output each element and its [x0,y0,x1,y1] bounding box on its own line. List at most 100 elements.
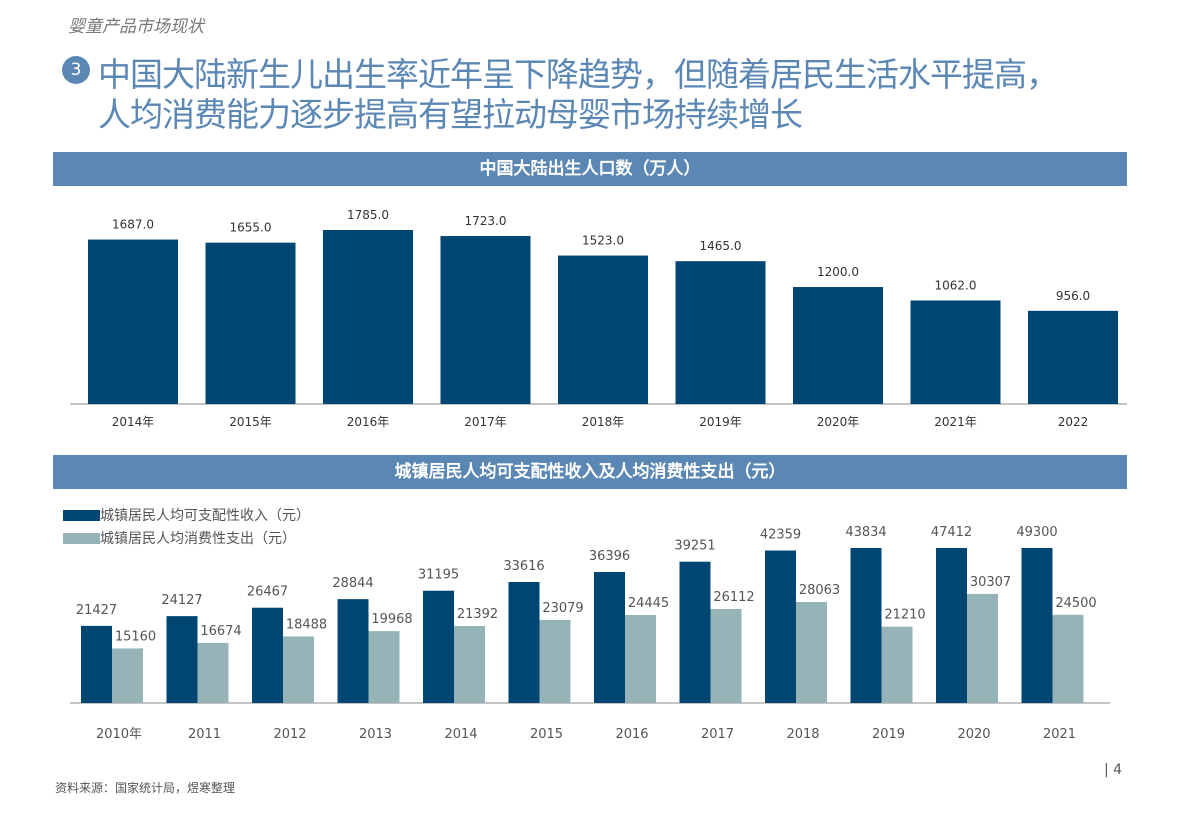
data-label: 1655.0 [230,221,272,235]
bar-income [594,571,625,703]
x-tick-label: 2019年 [699,415,742,429]
bar-income [423,590,454,703]
x-tick-label: 2019 [872,727,905,742]
x-tick-label: 2015 [530,727,563,742]
data-label: 24500 [1055,596,1096,611]
chart2-title: 城镇居民人均可支配性收入及人均消费性支出（元） [53,455,1127,489]
data-label: 23079 [542,601,583,616]
data-label: 30307 [970,575,1011,590]
x-tick-label: 2018 [786,727,819,742]
data-label: 19968 [371,612,412,627]
bar-births [323,230,413,404]
bar-income [81,625,112,703]
data-label: 42359 [760,528,801,543]
chart1-title: 中国大陆出生人口数（万人） [53,152,1127,186]
legend-swatch [63,509,100,521]
data-label: 39251 [674,539,715,554]
data-label: 1523.0 [582,234,624,248]
x-tick-label: 2017年 [464,415,507,429]
data-label: 26112 [713,590,754,605]
legend-label: 城镇居民人均消费性支出（元） [100,531,296,547]
x-tick-label: 2020年 [817,415,860,429]
section-title: 婴童产品市场现状 [68,17,204,37]
slide-title-line2: 人均消费能力逐步提高有望拉动母婴市场持续增长 [98,95,803,134]
bar-income [508,581,540,703]
x-tick-label: 2021 [1043,727,1076,742]
data-label: 956.0 [1056,289,1090,303]
bar-births [1028,310,1118,404]
x-tick-label: 2017 [701,727,734,742]
x-tick-label: 2018年 [582,415,625,429]
section-number-badge: 3 [62,56,90,84]
data-label: 24127 [161,593,202,608]
bar-expense [539,619,571,703]
x-tick-label: 2010年 [96,727,142,742]
legend-label: 城镇居民人均可支配性收入（元） [100,508,310,524]
x-tick-label: 2013 [359,727,392,742]
bar-expense [796,601,827,703]
data-label: 28063 [799,583,840,598]
data-label: 1687.0 [112,218,154,232]
x-tick-label: 2021年 [934,415,977,429]
bar-expense [368,631,400,703]
bar-income [850,548,882,703]
source-note: 资料来源：国家统计局，煜寒整理 [55,781,236,795]
x-tick-label: 2022 [1058,415,1089,429]
data-label: 24445 [628,596,669,611]
bar-births [205,242,296,404]
data-label: 36396 [589,549,630,564]
data-label: 16674 [200,624,241,639]
legend-item-income: 城镇居民人均可支配性收入（元） [63,505,310,525]
legend-item-expense: 城镇居民人均消费性支出（元） [63,528,296,548]
bar-births [910,300,1001,404]
data-label: 33616 [503,559,544,574]
data-label: 21427 [76,603,117,618]
bar-expense [283,636,314,703]
bar-births [88,239,178,404]
page-number: | 4 [1104,762,1123,778]
bar-expense [112,648,143,703]
legend-swatch [63,532,100,544]
x-tick-label: 2016 [615,727,648,742]
data-label: 1723.0 [465,214,507,228]
bar-income [252,607,283,703]
data-label: 1465.0 [700,239,742,253]
bar-expense [1052,614,1084,703]
bar-expense [454,625,485,703]
bar-births [440,236,531,404]
x-tick-label: 2016年 [347,415,390,429]
data-label: 15160 [115,629,156,644]
x-tick-label: 2015年 [229,415,272,429]
bar-expense [197,642,229,703]
x-tick-label: 2014年 [112,415,155,429]
data-label: 1200.0 [817,265,859,279]
bar-income [936,548,967,703]
data-label: 49300 [1016,525,1057,540]
bar-expense [881,626,913,703]
bar-births [675,261,766,404]
data-label: 31195 [418,568,459,583]
bar-income [166,616,198,703]
x-tick-label: 2011 [188,727,221,742]
data-label: 1062.0 [935,278,977,292]
bar-income [679,561,711,703]
bar-income [765,550,796,703]
x-tick-label: 2012 [273,727,306,742]
x-tick-label: 2014 [444,727,477,742]
slide-title-line1: 中国大陆新生儿出生率近年呈下降趋势，但随着居民生活水平提高， [98,55,1059,94]
data-label: 43834 [845,525,886,540]
data-label: 47412 [931,525,972,540]
bar-births [558,255,648,404]
data-label: 28844 [332,576,373,591]
x-tick-label: 2020 [957,727,990,742]
data-label: 21392 [457,607,498,622]
bar-births [793,287,883,404]
bar-expense [710,608,742,703]
bar-income [1021,548,1053,703]
data-label: 1785.0 [347,208,389,222]
data-label: 18488 [286,617,327,632]
bar-expense [967,593,998,703]
data-label: 21210 [884,608,925,623]
bar-expense [625,614,656,703]
